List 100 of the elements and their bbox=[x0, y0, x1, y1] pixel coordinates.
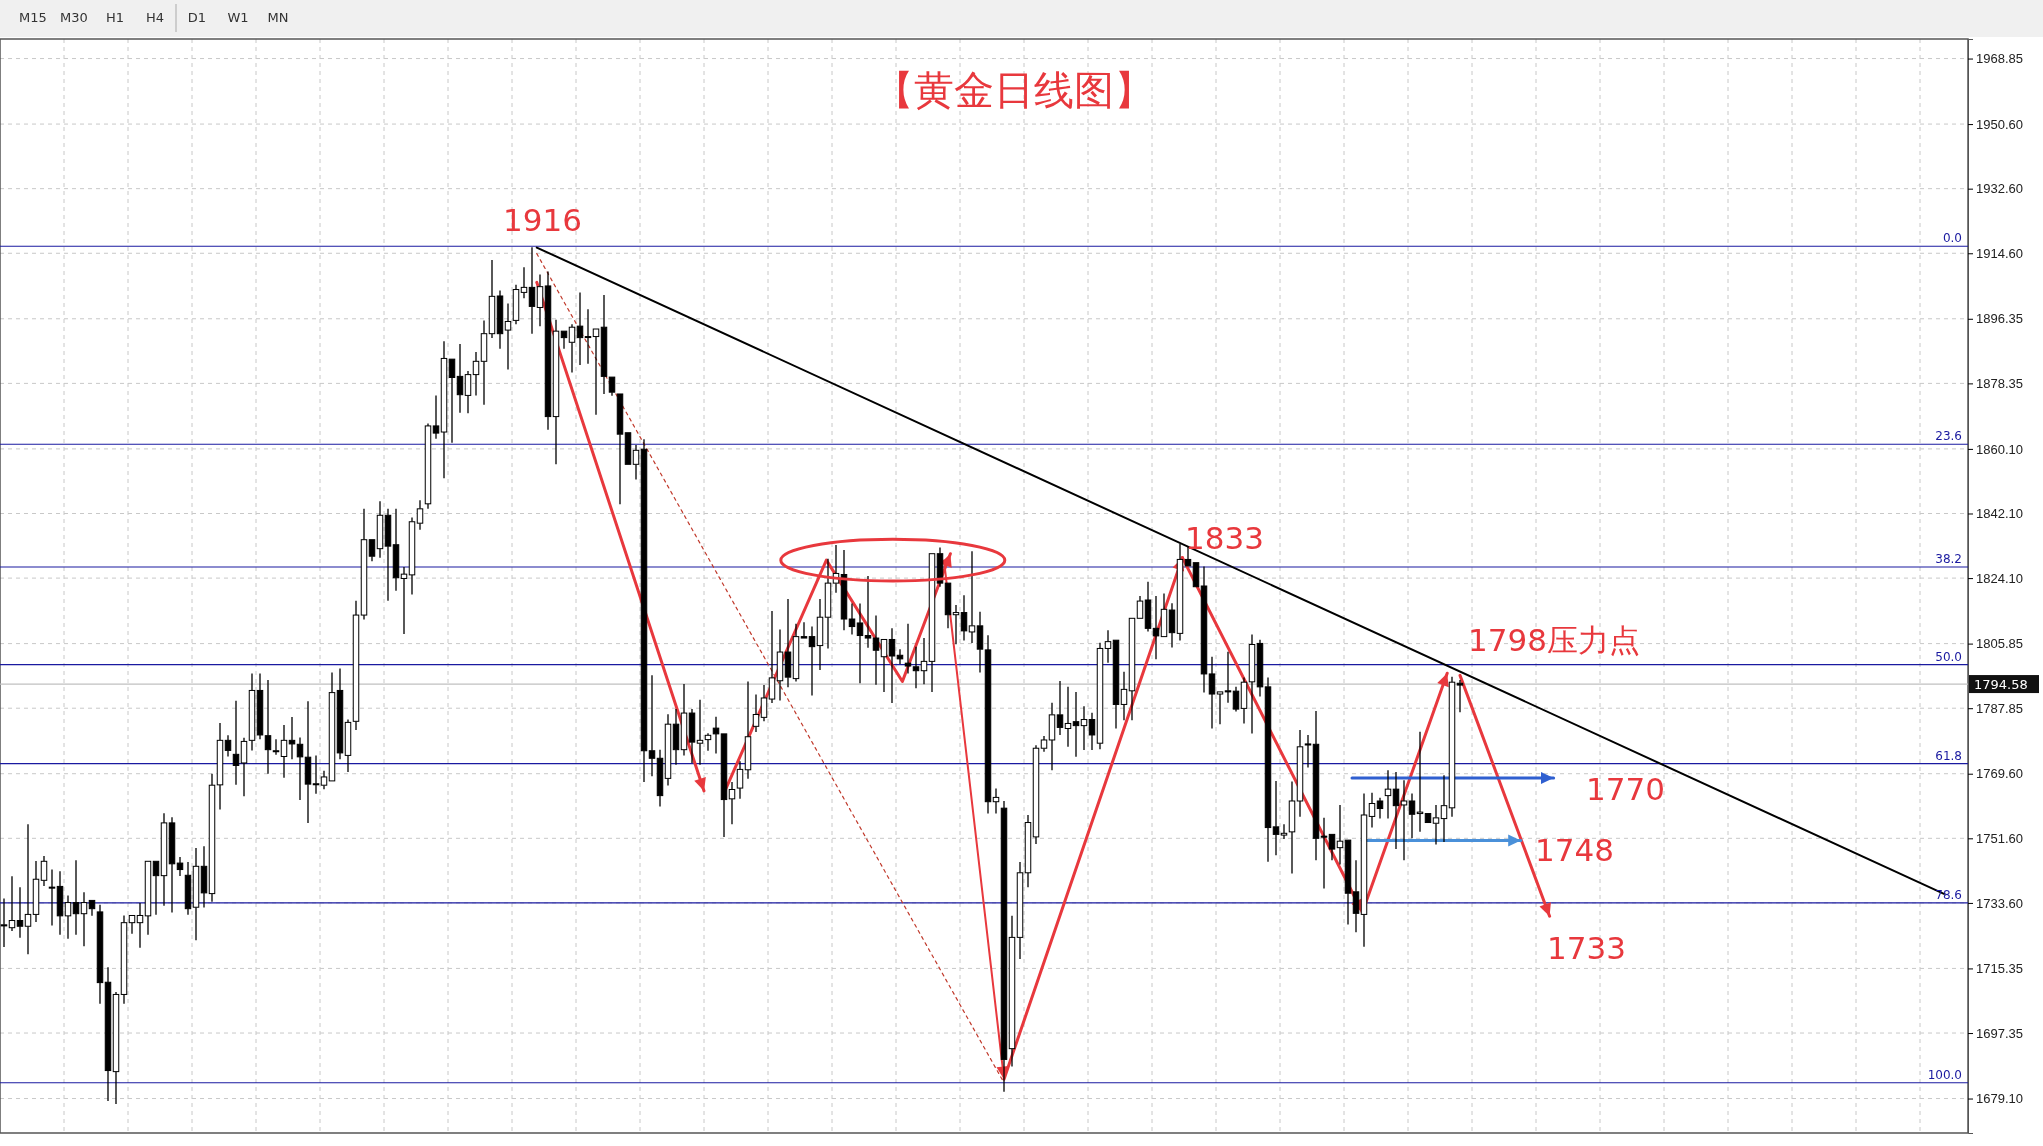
candlestick bbox=[856, 602, 864, 684]
candlestick bbox=[528, 246, 536, 335]
candlestick bbox=[1280, 823, 1288, 840]
candlestick bbox=[456, 343, 464, 414]
annotation: 78.6 bbox=[1935, 887, 1962, 902]
candlestick bbox=[784, 598, 792, 688]
candlestick bbox=[1440, 774, 1448, 843]
candlestick bbox=[536, 273, 544, 327]
candlestick bbox=[152, 860, 160, 916]
candlestick bbox=[576, 291, 584, 366]
candlestick bbox=[1160, 592, 1168, 638]
candlestick bbox=[952, 604, 960, 645]
candlestick bbox=[424, 422, 432, 510]
candlestick bbox=[112, 991, 120, 1105]
candlestick bbox=[408, 516, 416, 596]
candlestick bbox=[848, 602, 856, 636]
candlestick bbox=[136, 902, 144, 949]
candlestick bbox=[80, 891, 88, 948]
candlestick bbox=[360, 508, 368, 621]
candlestick bbox=[1224, 651, 1232, 704]
candlestick bbox=[1320, 817, 1328, 890]
candlestick bbox=[1112, 639, 1120, 730]
candlestick bbox=[800, 621, 808, 639]
candlestick bbox=[320, 770, 328, 790]
candlestick bbox=[1216, 691, 1224, 725]
candlestick bbox=[472, 351, 480, 397]
candlestick bbox=[616, 393, 624, 505]
candlestick bbox=[264, 679, 272, 775]
candlestick bbox=[1392, 771, 1400, 850]
text: 【黄金日线图】 bbox=[874, 67, 1154, 113]
candlestick bbox=[808, 625, 816, 697]
candlestick bbox=[1248, 633, 1256, 735]
candlestick bbox=[248, 672, 256, 752]
candlestick bbox=[1008, 915, 1016, 1068]
candlestick bbox=[168, 816, 176, 914]
candlestick bbox=[640, 438, 648, 783]
candlestick bbox=[1120, 671, 1128, 721]
candlestick bbox=[1416, 731, 1424, 833]
candlestick bbox=[584, 308, 592, 365]
candlestick bbox=[736, 760, 744, 800]
candlestick bbox=[144, 860, 152, 936]
candlestick bbox=[1360, 792, 1368, 948]
candlestick bbox=[920, 637, 928, 685]
y-tick-label: 1715.35 bbox=[1976, 961, 2023, 977]
candlestick bbox=[752, 693, 760, 733]
candlestick bbox=[1344, 839, 1352, 926]
candlestick bbox=[520, 266, 528, 299]
candlestick bbox=[960, 594, 968, 642]
candlestick bbox=[1448, 676, 1456, 818]
candlestick bbox=[592, 328, 600, 416]
candlestick bbox=[160, 812, 168, 907]
candlestick bbox=[824, 558, 832, 650]
y-tick-label: 1805.85 bbox=[1976, 636, 2023, 652]
text: D1 bbox=[187, 10, 207, 25]
candlestick bbox=[1328, 833, 1336, 861]
candlestick bbox=[1456, 679, 1464, 713]
candlestick bbox=[480, 319, 488, 406]
annotation: 50.0 bbox=[1935, 649, 1962, 664]
candlestick bbox=[680, 683, 688, 757]
candlestick bbox=[24, 823, 32, 955]
annotation: 1798压力点 bbox=[1468, 622, 1640, 658]
candlestick bbox=[872, 614, 880, 686]
text: M30 bbox=[60, 10, 88, 25]
candlestick bbox=[1144, 581, 1152, 633]
candlestick bbox=[1232, 686, 1240, 713]
candlestick bbox=[976, 611, 984, 674]
candlestick bbox=[568, 323, 576, 374]
candlestick bbox=[904, 623, 912, 675]
y-tick-label: 1932.60 bbox=[1976, 181, 2023, 197]
candlestick bbox=[1408, 792, 1416, 839]
candlestick bbox=[328, 671, 336, 782]
candlestick bbox=[464, 370, 472, 415]
text: H4 bbox=[145, 10, 165, 25]
candlestick bbox=[1064, 686, 1072, 748]
annotation: 1733 bbox=[1547, 930, 1626, 966]
candlestick bbox=[368, 539, 376, 562]
candlestick bbox=[672, 708, 680, 766]
y-tick-label: 1950.60 bbox=[1976, 116, 2023, 132]
candlestick bbox=[1432, 804, 1440, 846]
candlestick bbox=[336, 667, 344, 761]
candlestick bbox=[384, 508, 392, 602]
candlestick bbox=[1304, 734, 1312, 769]
y-tick-label: 1896.35 bbox=[1976, 311, 2023, 327]
candlestick bbox=[192, 847, 200, 941]
candlestick bbox=[712, 716, 720, 755]
y-tick-label: 1968.85 bbox=[1976, 51, 2023, 67]
candlestick bbox=[16, 886, 24, 939]
candlestick bbox=[760, 684, 768, 722]
candlestick bbox=[432, 394, 440, 440]
y-tick-label: 1733.60 bbox=[1976, 895, 2023, 911]
candlestick bbox=[1352, 859, 1360, 934]
candlestick bbox=[40, 855, 48, 887]
candlestick bbox=[656, 749, 664, 808]
y-tick-label: 1769.60 bbox=[1976, 766, 2023, 782]
candlestick bbox=[984, 634, 992, 815]
annotation: 0.0 bbox=[1942, 231, 1962, 246]
candlestick bbox=[1288, 780, 1296, 875]
annotation: 61.8 bbox=[1935, 748, 1962, 763]
candlestick bbox=[184, 861, 192, 916]
candlestick bbox=[312, 754, 320, 795]
